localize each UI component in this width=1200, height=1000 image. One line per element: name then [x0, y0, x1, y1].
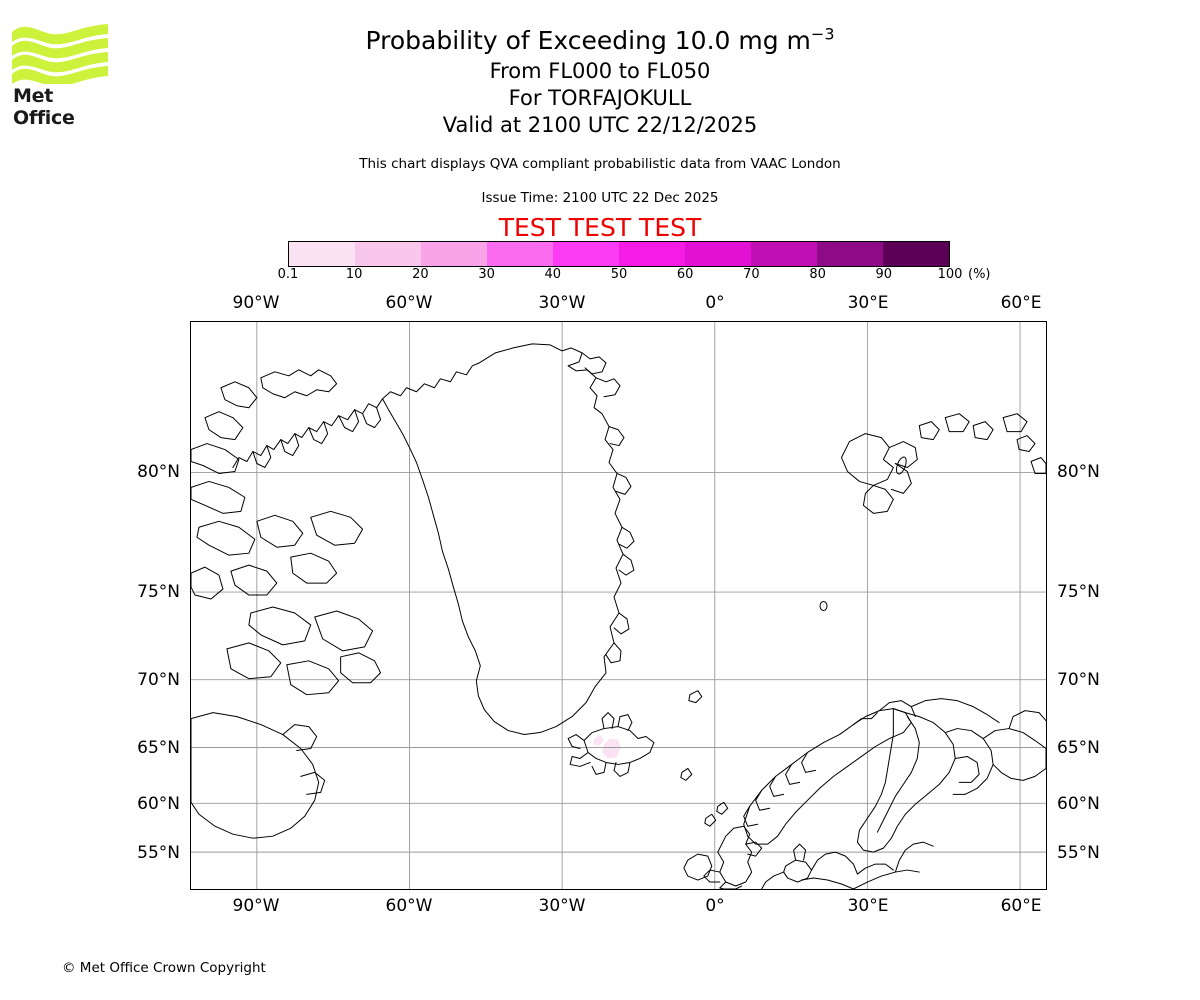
page-title: Probability of Exceeding 10.0 mg m−3: [0, 24, 1200, 58]
colorbar-tick-40: 40: [544, 267, 562, 282]
colorbar-tick-60: 60: [676, 267, 694, 282]
colorbar-segment-6: [685, 242, 751, 266]
colorbar-segment-0: [289, 242, 355, 266]
lat-tick-right-65°N: 65°N: [1057, 738, 1100, 758]
copyright-footer: © Met Office Crown Copyright: [62, 960, 266, 976]
subtitle-flight-levels: From FL000 to FL050: [489, 59, 711, 83]
lat-tick-right-75°N: 75°N: [1057, 582, 1100, 602]
colorbar-tick-50: 50: [610, 267, 628, 282]
colorbar-unit-label: (%): [968, 267, 991, 282]
lon-tick-bottom-30°W: 30°W: [538, 896, 586, 916]
lat-tick-left-75°N: 75°N: [137, 582, 180, 602]
ash-probability-overlay: [593, 734, 621, 759]
colorbar-segment-7: [751, 242, 817, 266]
colorbar-segment-2: [421, 242, 487, 266]
colorbar-tick-10: 10: [345, 267, 363, 282]
map-canvas: [191, 322, 1046, 889]
colorbar-segment-1: [355, 242, 421, 266]
map-coastlines: [191, 343, 1046, 889]
lon-tick-top-60°W: 60°W: [385, 293, 433, 313]
test-banner: TEST TEST TEST: [498, 213, 702, 242]
lat-tick-right-80°N: 80°N: [1057, 462, 1100, 482]
lon-tick-top-0°: 0°: [705, 293, 725, 313]
lon-tick-bottom-90°W: 90°W: [232, 896, 280, 916]
subtitle-volcano: For TORFAJOKULL: [508, 86, 692, 110]
lat-tick-left-65°N: 65°N: [137, 738, 180, 758]
colorbar-tick-80: 80: [809, 267, 826, 282]
lon-tick-top-30°E: 30°E: [847, 293, 889, 313]
lon-tick-bottom-60°E: 60°E: [1000, 896, 1042, 916]
colorbar-tick-70: 70: [743, 267, 760, 282]
lat-tick-right-55°N: 55°N: [1057, 843, 1100, 863]
lon-tick-top-90°W: 90°W: [232, 293, 280, 313]
met-office-waves-icon: [12, 24, 108, 84]
lat-tick-left-70°N: 70°N: [137, 670, 180, 690]
lat-tick-right-60°N: 60°N: [1057, 794, 1100, 814]
page-title-text: Probability of Exceeding 10.0 mg m: [365, 26, 811, 55]
colorbar-tick-30: 30: [478, 267, 495, 282]
colorbar-segment-5: [619, 242, 685, 266]
page-title-exponent: −3: [810, 24, 835, 44]
colorbar-tick-90: 90: [875, 267, 893, 282]
lat-tick-right-70°N: 70°N: [1057, 670, 1100, 690]
colorbar-segment-9: [883, 242, 949, 266]
caption-qva-compliance: This chart displays QVA compliant probab…: [359, 156, 841, 172]
met-office-logo: Met Office: [12, 22, 120, 129]
lon-tick-bottom-60°W: 60°W: [385, 896, 433, 916]
map-plot-area[interactable]: [190, 321, 1047, 890]
colorbar-tick-0.1: 0.1: [277, 267, 299, 282]
met-office-logo-text: Met Office: [13, 85, 75, 129]
caption-issue-time: Issue Time: 2100 UTC 22 Dec 2025: [481, 190, 719, 206]
colorbar-segment-3: [487, 242, 553, 266]
lon-tick-top-30°W: 30°W: [538, 293, 586, 313]
lon-tick-bottom-0°: 0°: [705, 896, 725, 916]
lon-tick-top-60°E: 60°E: [1000, 293, 1042, 313]
colorbar-gradient: [288, 241, 950, 267]
colorbar-segment-8: [817, 242, 883, 266]
lat-tick-left-80°N: 80°N: [137, 462, 180, 482]
map-graticule: [191, 322, 1046, 889]
probability-colorbar: 0.1 10 20 30 40 50 60 70 80 90 100: [278, 241, 962, 282]
chart-title-block: Probability of Exceeding 10.0 mg m−3 Fro…: [0, 24, 1200, 139]
colorbar-segment-4: [553, 242, 619, 266]
colorbar-tick-20: 20: [412, 267, 429, 282]
lat-tick-left-60°N: 60°N: [137, 794, 180, 814]
colorbar-tick-100: 100: [937, 267, 963, 282]
lon-tick-bottom-30°E: 30°E: [847, 896, 889, 916]
lat-tick-left-55°N: 55°N: [137, 843, 180, 863]
subtitle-valid-time: Valid at 2100 UTC 22/12/2025: [442, 113, 758, 137]
colorbar-tick-labels: 0.1 10 20 30 40 50 60 70 80 90 100: [278, 267, 963, 289]
